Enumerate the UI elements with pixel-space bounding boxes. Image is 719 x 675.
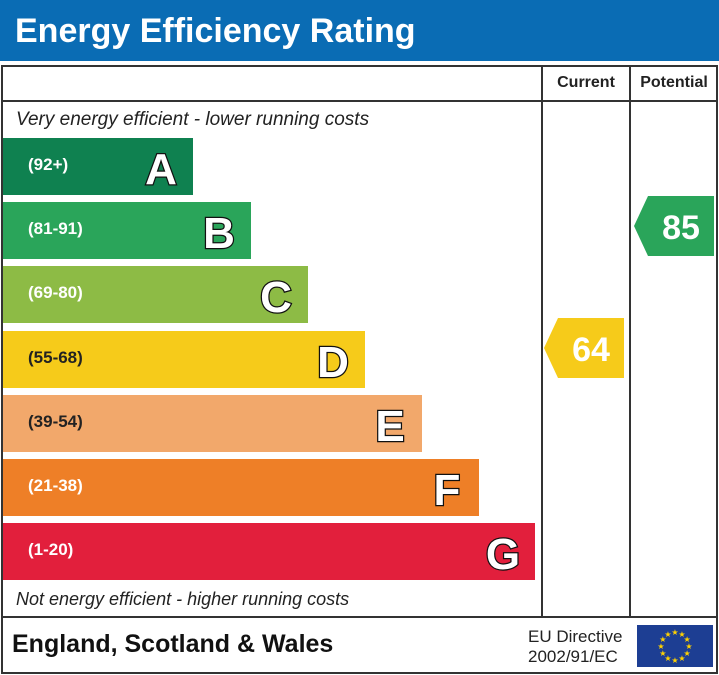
- svg-text:★: ★: [678, 654, 685, 663]
- potential-rating-value: 85: [662, 209, 700, 247]
- region-label: England, Scotland & Wales: [12, 630, 334, 658]
- band-letter: F: [432, 465, 461, 513]
- band-letter: E: [374, 401, 406, 449]
- band-letter: G: [485, 529, 522, 577]
- svg-text:B: B: [203, 209, 235, 256]
- band-b: (81-91) B: [3, 202, 251, 259]
- potential-rating-arrow: 85: [634, 196, 716, 261]
- svg-text:★: ★: [684, 649, 691, 658]
- svg-text:★: ★: [657, 642, 664, 651]
- divider: [541, 65, 543, 618]
- band-range: (55-68): [28, 348, 83, 367]
- svg-text:★: ★: [664, 630, 671, 639]
- svg-text:★: ★: [664, 654, 671, 663]
- band-c: (69-80) C: [3, 266, 308, 323]
- svg-text:F: F: [434, 466, 461, 513]
- band-range: (1-20): [28, 540, 74, 559]
- top-note: Very energy efficient - lower running co…: [16, 109, 370, 130]
- current-header: Current: [557, 74, 615, 91]
- band-a: (92+) A: [3, 138, 193, 195]
- band-range: (69-80): [28, 283, 83, 302]
- band-letter: C: [259, 272, 293, 320]
- svg-text:A: A: [145, 145, 177, 192]
- band-letter: A: [144, 144, 178, 192]
- band-range: (92+): [28, 155, 69, 174]
- svg-text:D: D: [317, 338, 349, 385]
- svg-text:E: E: [375, 402, 404, 449]
- eu-directive: EU Directive 2002/91/EC: [528, 627, 622, 667]
- divider: [629, 65, 631, 618]
- current-rating-arrow: 64: [544, 318, 626, 383]
- band-letter: D: [316, 337, 350, 385]
- eu-flag-icon: ★ ★ ★ ★ ★ ★ ★ ★ ★ ★ ★ ★: [637, 625, 713, 667]
- band-range: (81-91): [28, 219, 83, 238]
- bottom-note: Not energy efficient - higher running co…: [16, 589, 350, 609]
- band-range: (39-54): [28, 412, 83, 431]
- band-range: (21-38): [28, 476, 83, 495]
- svg-text:C: C: [260, 273, 292, 320]
- band-letter: B: [202, 208, 236, 256]
- svg-text:★: ★: [684, 635, 691, 644]
- current-rating-value: 64: [572, 331, 610, 369]
- band-g: (1-20) G: [3, 523, 535, 580]
- directive-line: EU Directive: [528, 627, 623, 646]
- directive-line: 2002/91/EC: [528, 647, 618, 666]
- band-e: (39-54) E: [3, 395, 422, 452]
- svg-text:★: ★: [678, 630, 685, 639]
- rating-table: [1, 65, 718, 674]
- band-f: (21-38) F: [3, 459, 479, 516]
- divider: [1, 616, 718, 618]
- svg-text:★: ★: [659, 649, 666, 658]
- svg-text:★: ★: [685, 642, 692, 651]
- svg-text:★: ★: [671, 628, 678, 637]
- page-title: Energy Efficiency Rating: [0, 0, 719, 61]
- svg-text:G: G: [486, 530, 520, 577]
- band-d: (55-68) D: [3, 331, 365, 388]
- potential-header: Potential: [640, 74, 708, 91]
- svg-text:★: ★: [671, 656, 678, 665]
- svg-text:★: ★: [659, 635, 666, 644]
- divider: [1, 100, 718, 102]
